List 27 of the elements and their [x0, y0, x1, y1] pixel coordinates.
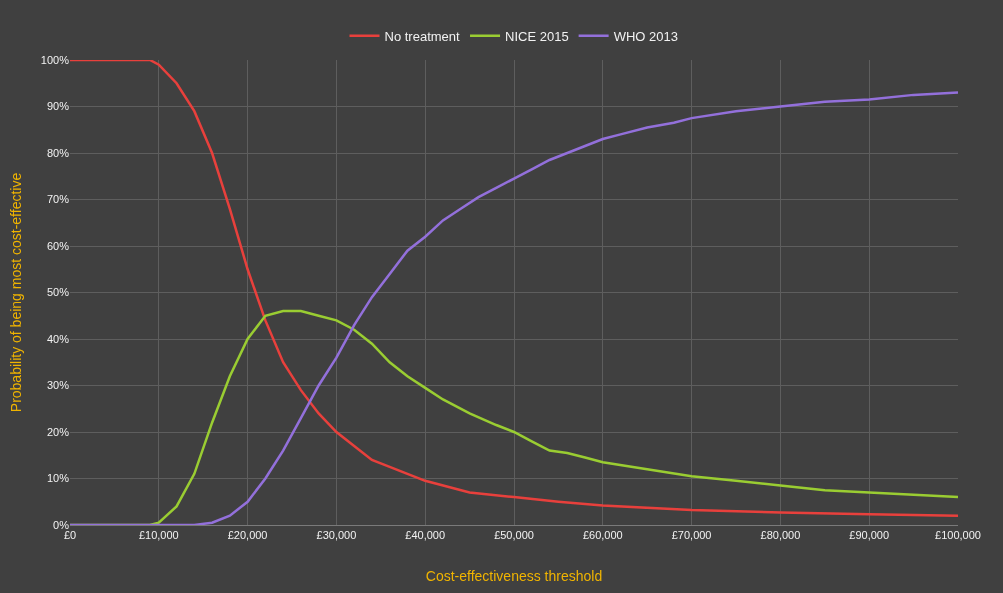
x-tick-label: £90,000 — [849, 529, 890, 542]
x-tick-label: £70,000 — [671, 529, 712, 542]
x-tick-label: £20,000 — [227, 529, 268, 542]
y-tick-label: 80% — [46, 146, 70, 159]
legend-label: WHO 2013 — [613, 28, 678, 44]
y-tick-label: 30% — [46, 379, 70, 392]
y-tick-label: 90% — [46, 100, 70, 113]
legend-label: NICE 2015 — [505, 28, 569, 44]
y-tick-label: 40% — [46, 332, 70, 345]
y-tick-label: 10% — [46, 472, 70, 485]
x-tick-label: £100,000 — [935, 529, 981, 542]
y-tick-label: 70% — [46, 193, 70, 206]
y-tick-label: 100% — [40, 53, 70, 66]
x-axis-title: Cost-effectiveness threshold — [425, 567, 603, 584]
y-tick-label: 20% — [46, 425, 70, 438]
x-tick-label: £50,000 — [494, 529, 534, 542]
x-tick-label: £10,000 — [138, 529, 179, 542]
y-axis-title: Probability of being most cost-effective — [8, 172, 25, 413]
x-tick-label: £30,000 — [316, 529, 357, 542]
x-tick-label: £80,000 — [760, 529, 801, 542]
legend-label: No treatment — [384, 28, 461, 44]
x-tick-label: £40,000 — [405, 529, 446, 542]
y-tick-label: 0% — [53, 518, 70, 531]
x-tick-label: £60,000 — [582, 529, 623, 542]
y-tick-label: 60% — [46, 239, 70, 252]
y-tick-label: 50% — [46, 286, 70, 299]
x-tick-label: £0 — [63, 529, 77, 542]
